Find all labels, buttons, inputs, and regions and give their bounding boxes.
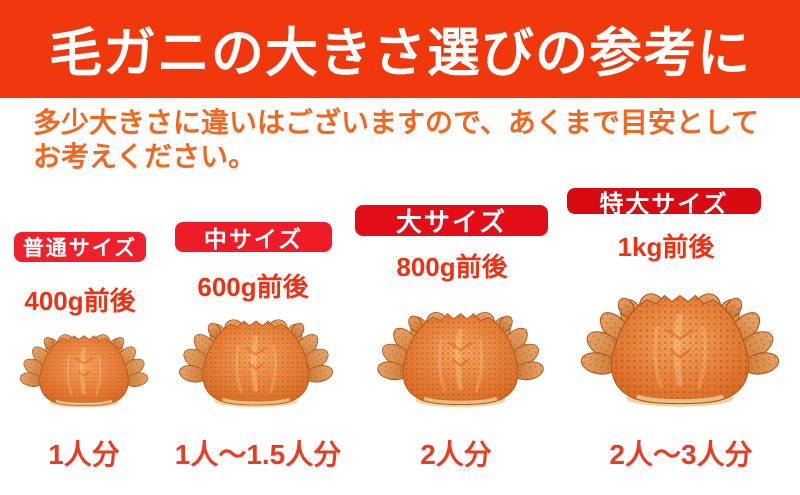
header-banner: 毛ガニの大きさ選びの参考に bbox=[0, 0, 800, 98]
size-badge-xlarge: 特大サイズ bbox=[567, 188, 761, 218]
weight-label-large: 800g前後 bbox=[396, 252, 508, 282]
notice-line-1: 多少大きさに違いはございますので、あくまで目安として bbox=[33, 107, 760, 138]
crab-image-xlarge bbox=[577, 285, 783, 409]
size-badge-large: 大サイズ bbox=[355, 205, 548, 237]
notice-text: 多少大きさに違いはございますので、あくまで目安として お考えください。 bbox=[33, 106, 759, 173]
serving-label-large: 2人分 bbox=[420, 439, 492, 470]
notice-line-2: お考えください。 bbox=[33, 140, 257, 172]
crab-image-medium bbox=[176, 313, 336, 409]
serving-label-medium: 1人〜1.5人分 bbox=[174, 439, 342, 470]
crab-image-large bbox=[374, 305, 547, 409]
crab-image-normal bbox=[17, 329, 151, 409]
serving-label-xlarge: 2人〜3人分 bbox=[609, 439, 753, 470]
page-title: 毛ガニの大きさ選びの参考に bbox=[49, 24, 751, 83]
weight-label-xlarge: 1kg前後 bbox=[617, 232, 715, 262]
weight-label-normal: 400g前後 bbox=[24, 286, 136, 316]
size-badge-normal: 普通サイズ bbox=[14, 232, 146, 262]
serving-label-normal: 1人分 bbox=[48, 439, 120, 470]
weight-label-medium: 600g前後 bbox=[197, 272, 309, 302]
size-badge-medium: 中サイズ bbox=[175, 222, 332, 252]
